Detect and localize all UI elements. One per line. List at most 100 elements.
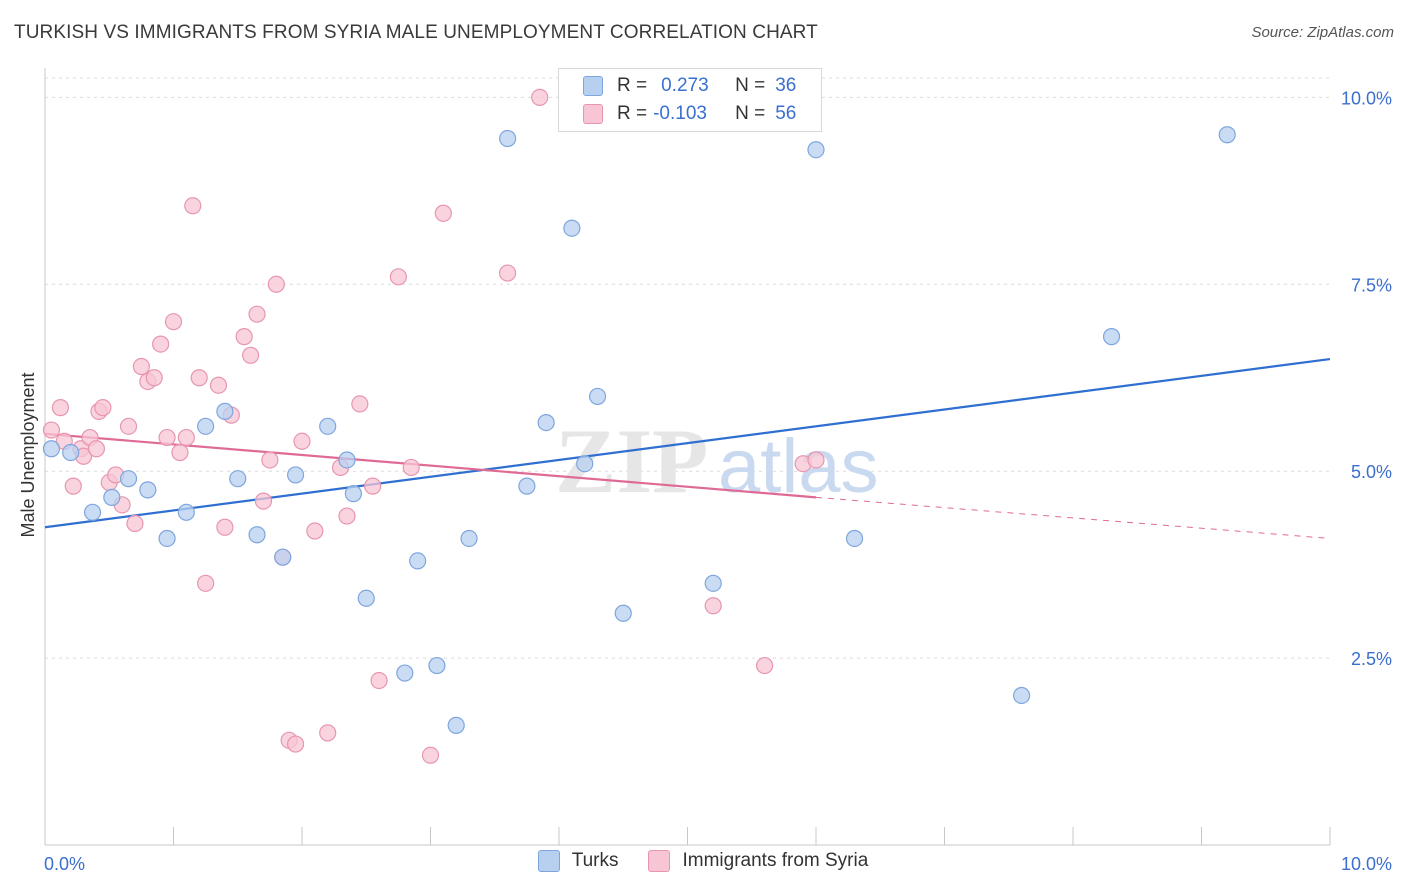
turks-point [216,402,234,420]
syria-point [421,746,440,764]
y-tick-label: 10.0% [1341,88,1392,108]
syria-point [402,458,420,477]
turks-point [62,443,80,462]
syria-point [126,514,144,533]
correlation-legend: R = 0.273 N = 36 R = -0.103 N = 56 [558,68,822,132]
syria-point [184,197,202,215]
syria-n-value: 56 [775,103,797,124]
y-tick-label: 7.5% [1351,275,1392,295]
syria-point [286,735,305,753]
syria-point [64,477,82,495]
turks-point [197,417,215,435]
turks-point [1102,328,1121,346]
turks-point [139,481,157,499]
syria-point [152,335,170,353]
syria-point [119,417,138,435]
turks-point [319,417,337,435]
turks-point [274,548,292,566]
syria-r-label: R = [617,103,648,124]
syria-point [145,369,163,387]
legend-syria-label: Immigrants from Syria [682,850,869,871]
syria-point [235,328,253,346]
syria-point [132,357,150,376]
turks-point [588,387,607,406]
syria-point [704,597,722,615]
tick-labels: 2.5% 5.0% 7.5% 10.0% 0.0% 10.0% [44,88,1392,874]
syria-point [389,268,407,286]
turks-point [845,529,864,548]
syria-point [261,451,279,469]
syria-point [164,313,183,331]
turks-point [396,664,414,682]
syria-point [254,492,273,510]
y-axis-label: Male Unemployment [18,372,38,537]
turks-point [357,589,375,607]
syria-point [158,428,176,447]
syria-point [94,399,112,417]
turks-point [460,529,478,548]
x-tick-label-max: 10.0% [1341,854,1392,874]
syria-n-label: N = [735,103,766,124]
syria-point [209,376,228,394]
syria-point [177,428,195,447]
turks-point [409,552,427,570]
syria-point [293,432,311,450]
legend-syria-swatch [648,850,671,872]
y-tick-label: 5.0% [1351,462,1392,482]
turks-point [119,470,138,488]
turks-point [807,141,825,159]
turks-point [428,656,446,675]
turks-point [83,503,102,521]
syria-point [807,451,825,469]
syria-trend-line [44,432,817,499]
syria-point [351,395,369,413]
syria-point [267,275,285,293]
syria-point [319,724,337,742]
syria-point [51,399,70,417]
turks-point [103,488,121,506]
syria-point [364,477,382,495]
syria-point [338,507,356,525]
turks-point [286,466,305,484]
syria-point [242,346,260,364]
turks-point [499,129,517,148]
turks-swatch [583,76,603,96]
syria-point [216,518,234,536]
grid-lines [45,77,1330,659]
turks-point [537,413,555,432]
syria-point [370,671,388,690]
syria-point [197,574,215,592]
turks-point [42,440,61,458]
series-legend: Turks Immigrants from Syria [0,850,1406,872]
axes [44,68,1331,846]
turks-point [614,604,632,622]
x-tick-label-min: 0.0% [44,854,85,874]
syria-r-value: -0.103 [653,103,707,124]
turks-point [177,503,195,521]
syria-swatch [583,104,603,124]
syria-point [190,369,208,387]
turks-r-label: R = [617,75,648,96]
turks-point [344,485,362,503]
syria-point [755,656,774,675]
turks-point [563,219,581,237]
syria-point [87,440,106,458]
syria-point [306,522,324,540]
turks-point [576,455,594,473]
turks-r-value: 0.273 [661,75,709,96]
turks-point [248,526,266,544]
turks-point [338,451,356,469]
syria-point [499,264,517,282]
chart-title: TURKISH VS IMMIGRANTS FROM SYRIA MALE UN… [14,22,818,43]
turks-point [447,716,465,734]
turks-point [158,529,176,548]
syria-point [434,204,452,222]
legend-item-syria[interactable]: Immigrants from Syria [648,850,868,872]
legend-item-turks[interactable]: Turks [537,850,618,872]
turks-n-label: N = [735,75,766,96]
turks-point [229,470,247,488]
legend-row-turks: R = 0.273 N = 36 [583,72,796,100]
syria-point [248,305,266,323]
turks-points [42,126,1236,734]
